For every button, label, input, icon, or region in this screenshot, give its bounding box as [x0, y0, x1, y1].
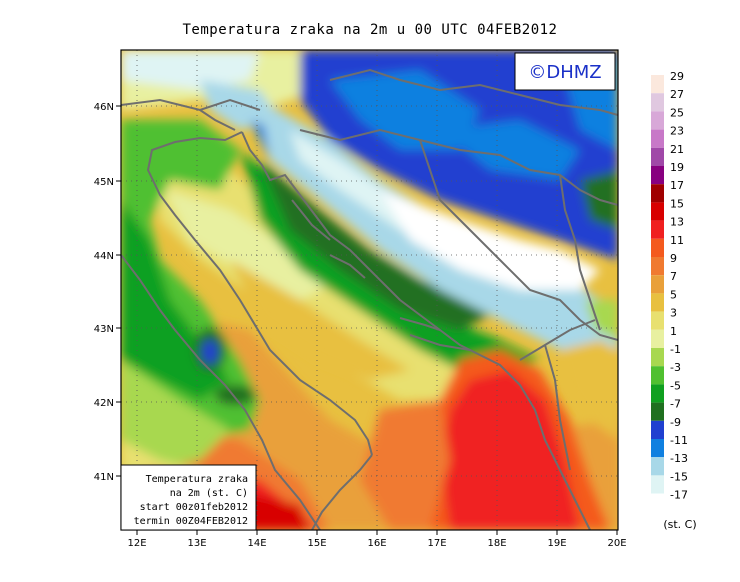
info-line-3: start 00z01feb2012 — [140, 502, 248, 513]
y-tick-label: 43N — [94, 324, 114, 335]
legend-swatch — [651, 475, 664, 494]
legend-label: 23 — [670, 125, 684, 138]
lat-lon-grid — [121, 50, 618, 530]
map-title: Temperatura zraka na 2m u 00 UTC 04FEB20… — [182, 22, 558, 38]
legend-label: -1 — [670, 343, 681, 356]
y-tick-label: 45N — [94, 177, 114, 188]
x-tick-label: 13E — [187, 538, 206, 549]
legend-swatch — [651, 202, 664, 221]
legend-swatch — [651, 493, 664, 512]
coastlines — [121, 68, 618, 530]
legend-swatch — [651, 457, 664, 476]
x-tick-label: 20E — [607, 538, 626, 549]
legend-swatch — [651, 111, 664, 130]
x-tick-label: 16E — [367, 538, 386, 549]
legend-label: -11 — [670, 434, 688, 447]
map-frame — [120, 49, 619, 531]
info-line-2: na 2m (st. C) — [170, 488, 248, 499]
x-tick-label: 19E — [547, 538, 566, 549]
x-tick-label: 18E — [487, 538, 506, 549]
legend-label: -17 — [670, 489, 688, 502]
legend-label: -13 — [670, 452, 688, 465]
legend-label: -3 — [670, 361, 681, 374]
legend-label: -7 — [670, 398, 681, 411]
legend-swatch — [651, 439, 664, 458]
legend-swatch — [651, 402, 664, 421]
legend-label: -5 — [670, 379, 681, 392]
info-line-4: termin 00Z04FEB2012 — [134, 516, 248, 527]
legend-swatch — [651, 293, 664, 312]
legend-swatch — [651, 93, 664, 112]
legend-swatch — [651, 420, 664, 439]
legend-swatch — [651, 129, 664, 148]
legend-swatch — [651, 147, 664, 166]
legend-label: 5 — [670, 288, 677, 301]
info-box: Temperatura zraka na 2m (st. C) start 00… — [120, 464, 257, 531]
legend-label: 1 — [670, 325, 677, 338]
logo-text: ©DHMZ — [528, 62, 601, 83]
legend-swatch — [651, 384, 664, 403]
legend-label: 17 — [670, 179, 684, 192]
y-tick-label: 41N — [94, 472, 114, 483]
legend-label: 3 — [670, 307, 677, 320]
legend-swatch — [651, 184, 664, 203]
legend-swatch — [651, 238, 664, 257]
legend-swatch — [651, 275, 664, 294]
legend-swatch — [651, 220, 664, 239]
x-tick-label: 15E — [307, 538, 326, 549]
legend-swatch — [651, 348, 664, 367]
legend-unit: (st. C) — [663, 518, 696, 531]
legend-swatch — [651, 366, 664, 385]
legend-label: -15 — [670, 470, 688, 483]
legend-label: 7 — [670, 270, 677, 283]
info-line-1: Temperatura zraka — [146, 474, 248, 485]
legend-swatch — [651, 75, 664, 94]
legend-label: 27 — [670, 88, 684, 101]
legend-swatch — [651, 257, 664, 276]
color-legend: 29 27 25 23 21 19 17 15 13 11 9 7 5 3 1 -1 -3 -5 -7 -9 -11 -1… — [651, 70, 688, 512]
legend-label: 11 — [670, 234, 684, 247]
legend-label: 19 — [670, 161, 684, 174]
temperature-field — [121, 50, 618, 530]
legend-swatch — [651, 166, 664, 185]
y-tick-label: 44N — [94, 251, 114, 262]
x-tick-label: 12E — [127, 538, 146, 549]
x-tick-label: 14E — [247, 538, 266, 549]
y-tick-label: 42N — [94, 398, 114, 409]
dhmz-logo: ©DHMZ — [514, 52, 616, 91]
legend-label: 25 — [670, 106, 684, 119]
legend-swatch — [651, 329, 664, 348]
legend-swatch — [651, 311, 664, 330]
y-tick-label: 46N — [94, 102, 114, 113]
legend-label: 29 — [670, 70, 684, 83]
legend-label: 13 — [670, 216, 684, 229]
x-tick-label: 17E — [427, 538, 446, 549]
legend-label: 15 — [670, 197, 684, 210]
legend-label: 21 — [670, 143, 684, 156]
legend-label: 9 — [670, 252, 677, 265]
legend-label: -9 — [670, 416, 681, 429]
